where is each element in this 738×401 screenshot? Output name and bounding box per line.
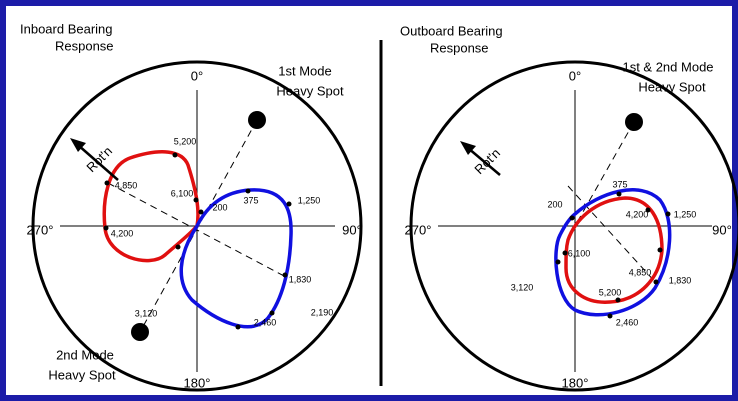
angle-label: 0° <box>191 68 203 83</box>
response-curve <box>554 188 672 317</box>
point-label: 375 <box>243 195 258 205</box>
rotation-arrowhead <box>70 138 86 152</box>
title: Inboard Bearing <box>20 21 113 36</box>
annotation: 1st Mode <box>278 63 331 78</box>
point-markers <box>555 191 671 319</box>
title: Outboard Bearing <box>400 23 503 38</box>
point-label: 3,120 <box>511 282 534 292</box>
title: Response <box>430 40 489 55</box>
annotation: 2nd Mode <box>56 347 114 362</box>
point-label: 3,120 <box>135 308 158 318</box>
point-label: 2,460 <box>254 317 277 327</box>
point-label: 1,250 <box>298 195 321 205</box>
angle-label: 270° <box>27 222 54 237</box>
point-label: 6,100 <box>171 188 194 198</box>
heavy-spot <box>131 323 149 341</box>
annotation: 1st & 2nd Mode <box>622 59 713 74</box>
point-label: 2,460 <box>616 317 639 327</box>
heavy-spot <box>625 113 643 131</box>
point-label: 6,100 <box>568 248 591 258</box>
point-label: 4,200 <box>111 228 134 238</box>
point-label: 1,250 <box>674 209 697 219</box>
rotation-arrowhead <box>460 141 476 155</box>
point-label: 5,200 <box>174 136 197 146</box>
dashed-line <box>107 182 287 278</box>
point-label: 4,200 <box>626 209 649 219</box>
heavy-spot <box>248 111 266 129</box>
annotation: Heavy Spot <box>48 367 116 382</box>
point-label: 5,200 <box>599 287 622 297</box>
rotation-arrow <box>467 147 501 176</box>
point-label: 200 <box>547 199 562 209</box>
point-label: 4,850 <box>629 267 652 277</box>
polar-circle <box>31 60 363 392</box>
angle-label: 180° <box>562 375 589 390</box>
annotation: Heavy Spot <box>638 79 706 94</box>
point-label: 200 <box>212 202 227 212</box>
point-label: 1,830 <box>289 274 312 284</box>
annotation: Heavy Spot <box>276 83 344 98</box>
angle-label: 0° <box>569 68 581 83</box>
outboard-plot: Rot'n Outboard Bearing Response 0° 90° 1… <box>400 23 738 392</box>
point-markers <box>103 152 292 330</box>
point-label: 375 <box>612 179 627 189</box>
point-label: 2,190 <box>311 307 334 317</box>
title: Response <box>55 38 114 53</box>
rotation-arrow <box>77 144 119 181</box>
dashed-line <box>574 121 635 227</box>
polar-circle <box>409 60 738 392</box>
angle-label: 90° <box>342 222 362 237</box>
angle-label: 180° <box>184 375 211 390</box>
response-curve <box>102 150 200 263</box>
point-label: 1,830 <box>669 275 692 285</box>
response-curve <box>564 196 664 304</box>
point-label: 4,850 <box>115 180 138 190</box>
angle-label: 90° <box>712 222 732 237</box>
dashed-line <box>567 185 658 285</box>
angle-label: 270° <box>405 222 432 237</box>
